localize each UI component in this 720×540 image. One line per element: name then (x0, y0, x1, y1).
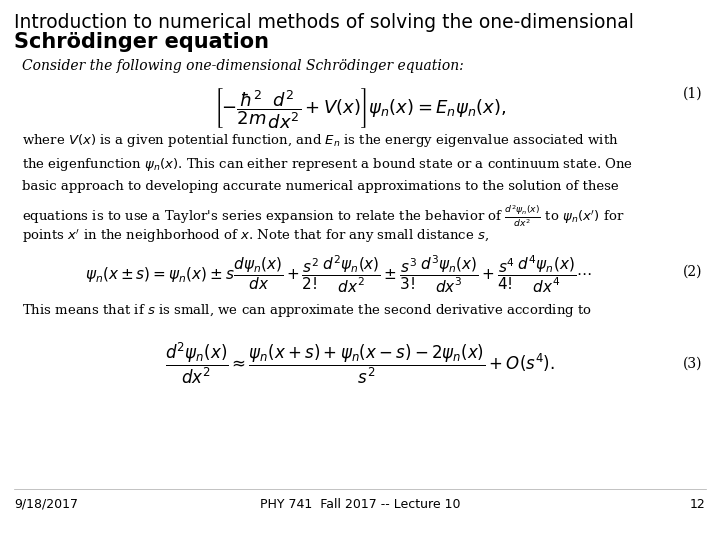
Text: 12: 12 (690, 498, 706, 511)
Text: $\dfrac{d^2\psi_n(x)}{dx^2}\approx\dfrac{\psi_n(x+s)+\psi_n(x-s)-2\psi_n(x)}{s^2: $\dfrac{d^2\psi_n(x)}{dx^2}\approx\dfrac… (165, 340, 555, 386)
Text: the eigenfunction $\psi_n(x)$. This can either represent a bound state or a cont: the eigenfunction $\psi_n(x)$. This can … (22, 156, 633, 173)
Text: PHY 741  Fall 2017 -- Lecture 10: PHY 741 Fall 2017 -- Lecture 10 (260, 498, 460, 511)
Text: Introduction to numerical methods of solving the one-dimensional: Introduction to numerical methods of sol… (14, 14, 634, 32)
Text: $\psi_n(x\pm s)=\psi_n(x)\pm s\dfrac{d\psi_n(x)}{dx}+\dfrac{s^2}{2!}\dfrac{d^2\p: $\psi_n(x\pm s)=\psi_n(x)\pm s\dfrac{d\p… (85, 254, 592, 295)
Text: equations is to use a Taylor's series expansion to relate the behavior of $\frac: equations is to use a Taylor's series ex… (22, 204, 624, 230)
Text: basic approach to developing accurate numerical approximations to the solution o: basic approach to developing accurate nu… (22, 180, 618, 193)
Text: (2): (2) (683, 265, 702, 279)
Text: Consider the following one-dimensional Schrödinger equation:: Consider the following one-dimensional S… (22, 59, 464, 73)
Text: Schrödinger equation: Schrödinger equation (14, 32, 269, 52)
Text: (3): (3) (683, 356, 702, 370)
Text: This means that if $s$ is small, we can approximate the second derivative accord: This means that if $s$ is small, we can … (22, 302, 592, 319)
Text: (1): (1) (683, 86, 702, 100)
Text: $\left[-\dfrac{\hbar^2}{2m}\dfrac{d^2}{dx^2}+V(x)\right]\psi_n(x)=E_n\psi_n(x),$: $\left[-\dfrac{\hbar^2}{2m}\dfrac{d^2}{d… (214, 86, 506, 130)
Text: 9/18/2017: 9/18/2017 (14, 498, 78, 511)
Text: where $V(x)$ is a given potential function, and $E_n$ is the energy eigenvalue a: where $V(x)$ is a given potential functi… (22, 132, 618, 149)
Text: points $x'$ in the neighborhood of $x$. Note that for any small distance $s$,: points $x'$ in the neighborhood of $x$. … (22, 227, 489, 245)
